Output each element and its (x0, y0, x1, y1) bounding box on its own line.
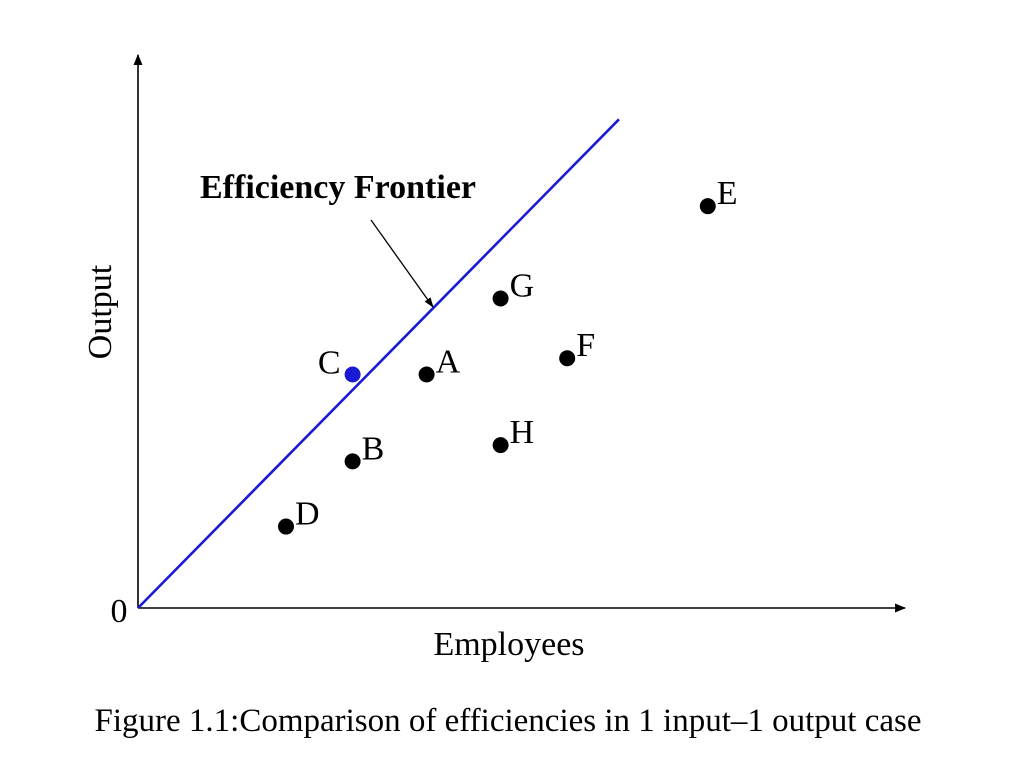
y-axis-title: Output (82, 264, 119, 359)
efficiency-frontier-line (137, 118, 620, 609)
data-points: A B C D E F G H (278, 175, 738, 535)
point-label-h: H (510, 414, 535, 451)
figure-caption: Figure 1.1:Comparison of efficiencies in… (95, 703, 922, 739)
point-f (559, 350, 576, 367)
point-label-d: D (295, 496, 320, 533)
origin-label: 0 (111, 593, 128, 630)
frontier-pointer-arrow (370, 219, 434, 308)
point-g (492, 290, 509, 307)
point-label-f: F (576, 327, 595, 364)
point-b (344, 453, 361, 470)
point-label-b: B (362, 430, 385, 467)
x-axis-title: Employees (433, 626, 584, 663)
point-a (418, 366, 435, 383)
point-h (492, 437, 509, 454)
point-label-e: E (717, 175, 738, 212)
point-label-g: G (510, 267, 535, 304)
point-d (278, 518, 294, 535)
efficiency-frontier-label: Efficiency Frontier (200, 169, 476, 206)
point-c (344, 366, 361, 383)
point-label-a: A (436, 344, 461, 381)
point-e (699, 198, 716, 215)
point-label-c: C (318, 345, 341, 382)
